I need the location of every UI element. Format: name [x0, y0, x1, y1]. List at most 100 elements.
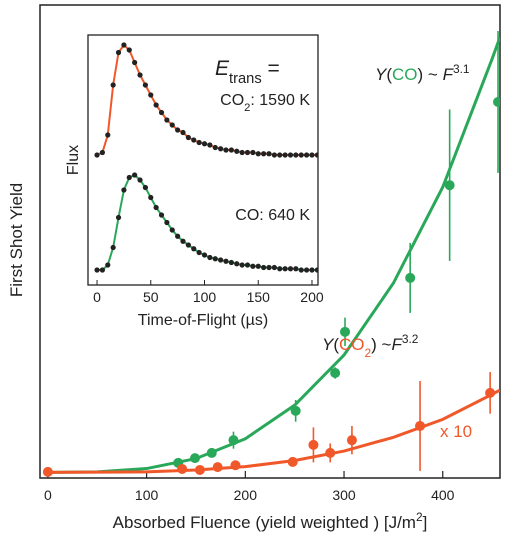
data-point [185, 134, 191, 141]
text-part: ( [333, 335, 339, 354]
data-point [110, 82, 116, 88]
inset-x-tick-label: 0 [93, 289, 101, 305]
data-point [196, 139, 202, 146]
annotation: x 10 [440, 422, 472, 441]
data-point [207, 254, 213, 261]
text-part: CO [392, 65, 418, 84]
data-point [142, 82, 148, 88]
data-point [346, 435, 357, 446]
text-part: CO [220, 92, 244, 109]
data-point [191, 246, 197, 252]
data-point [255, 263, 261, 269]
data-point [175, 233, 181, 239]
text-part: 3.1 [453, 62, 470, 76]
y-axis-label: First Shot Yield [7, 183, 26, 297]
x-tick-label: 0 [44, 487, 52, 503]
x-tick-label: 200 [234, 487, 258, 503]
data-point [244, 149, 251, 156]
data-point [405, 272, 416, 283]
data-point [175, 127, 181, 133]
inset-frame [87, 34, 319, 286]
data-point [218, 257, 224, 263]
data-point [493, 96, 500, 107]
data-point [255, 151, 261, 157]
text-part: E [215, 57, 230, 80]
data-point [314, 152, 318, 158]
data-point [158, 212, 165, 218]
text-part: trans [229, 71, 262, 87]
data-point [169, 227, 175, 233]
x-tick-label: 400 [431, 487, 455, 503]
data-point [153, 204, 159, 211]
data-point [105, 262, 111, 268]
data-point [164, 117, 170, 123]
data-point [121, 187, 127, 193]
data-point [207, 142, 213, 148]
data-point [282, 152, 288, 158]
data-point [132, 172, 138, 178]
data-point [137, 72, 143, 78]
text-part: F [443, 65, 455, 84]
data-point [444, 180, 455, 191]
data-point [218, 146, 224, 152]
data-point [94, 152, 100, 158]
data-point [340, 326, 351, 337]
data-point [250, 263, 256, 269]
data-point [261, 264, 267, 271]
inset-plot-area [94, 42, 318, 273]
text-part: F [391, 335, 403, 354]
data-point [277, 152, 283, 158]
data-point [153, 102, 159, 108]
text-part: 2 [365, 346, 372, 360]
inset-x-axis-label: Time-of-Flight (µs) [138, 312, 268, 329]
data-point [194, 464, 205, 475]
data-point [126, 47, 132, 53]
data-point [99, 267, 106, 273]
text-part: = [262, 57, 280, 80]
text-part: CO [339, 335, 365, 354]
data-point [212, 144, 218, 151]
data-point [148, 92, 154, 98]
data-point [239, 262, 245, 268]
data-point [110, 244, 116, 251]
data-point [290, 405, 301, 416]
data-point [126, 174, 132, 181]
inset-x-tick-label: 100 [193, 289, 217, 305]
data-point [142, 184, 148, 191]
data-point [304, 152, 310, 158]
data-point [228, 147, 234, 153]
data-point [164, 219, 170, 226]
data-point [298, 267, 304, 273]
plot-frame [39, 4, 501, 479]
data-point [137, 177, 143, 183]
data-point [234, 261, 240, 267]
text-part: Y [375, 65, 388, 84]
data-point [244, 262, 251, 268]
text-part: ) ~ [418, 65, 443, 84]
inset-y-axis-label: Flux [65, 145, 82, 175]
data-point [42, 466, 53, 477]
text-part: x 10 [440, 422, 472, 441]
series-label: CO: 640 K [235, 207, 310, 224]
data-point [185, 242, 191, 248]
text-part: CO: 640 K [235, 207, 310, 224]
inset-x-tick-label: 200 [300, 289, 324, 305]
data-point [115, 214, 122, 221]
data-point [206, 447, 217, 458]
fit-line [47, 388, 500, 474]
data-point [266, 264, 272, 271]
data-point [314, 267, 318, 273]
data-point [180, 129, 186, 136]
data-point [191, 137, 197, 143]
text-part: ( [386, 65, 392, 84]
data-point [105, 132, 111, 138]
data-point [223, 147, 229, 153]
inset-x-tick-label: 50 [143, 289, 159, 305]
data-point [308, 439, 319, 450]
data-point [201, 252, 208, 258]
annotation: Y(CO) ~ F3.1 [375, 62, 470, 84]
data-point [228, 259, 234, 266]
data-point [304, 267, 310, 273]
text-part: : 1590 K [250, 92, 310, 109]
